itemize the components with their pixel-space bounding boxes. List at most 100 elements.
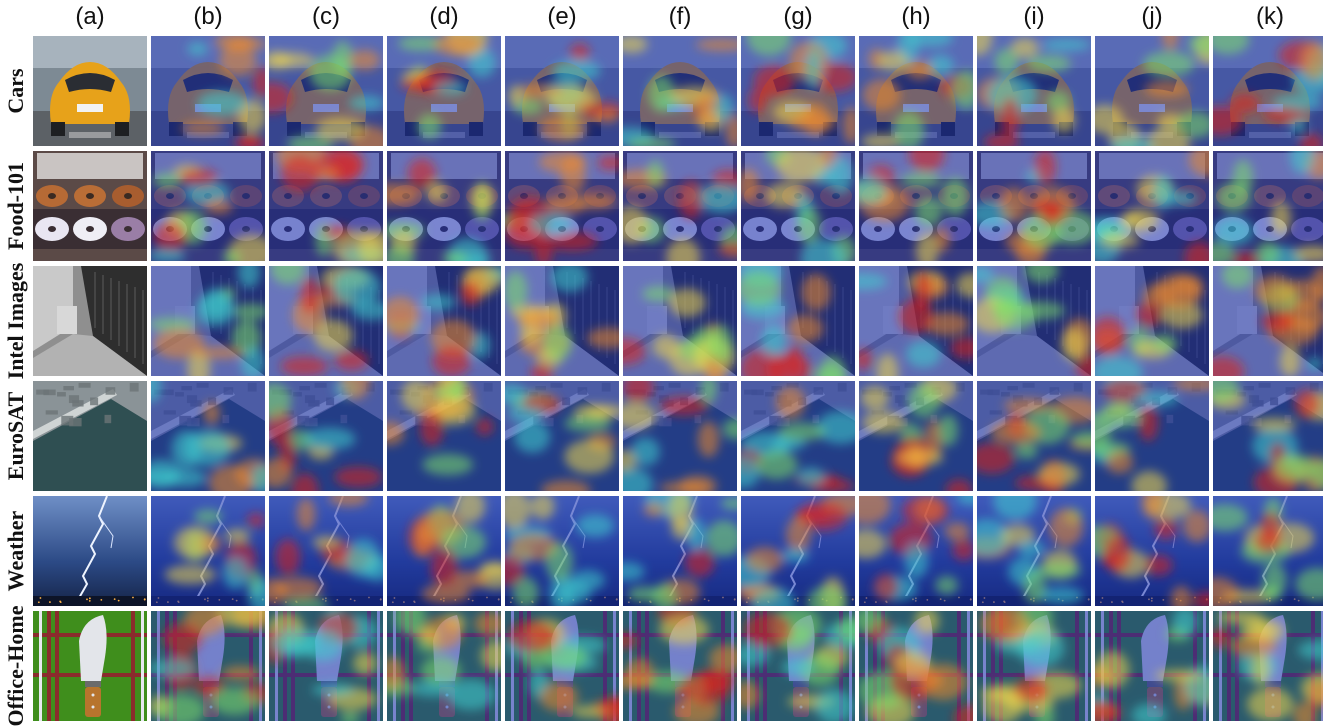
attention-heatmap [741,266,855,376]
attention-heatmap [151,266,265,376]
knife-heatmap-overlay [741,611,855,721]
original-image [33,611,147,721]
food-heatmap-overlay [269,151,383,261]
food-heatmap-overlay [151,151,265,261]
attention-heatmap [1213,151,1323,261]
attention-heatmap [977,36,1091,146]
food-heatmap-overlay [505,151,619,261]
attention-heatmap [269,36,383,146]
column-header: (e) [547,3,577,30]
cars-heatmap-overlay [1213,36,1323,146]
knife-heatmap-overlay [859,611,973,721]
attention-heatmap [505,36,619,146]
street-heatmap-overlay [505,266,619,376]
street-heatmap-overlay [387,266,501,376]
column-header: (d) [429,3,459,30]
street-heatmap-overlay [859,266,973,376]
lightning-heatmap-overlay [151,496,265,606]
knife-heatmap-overlay [387,611,501,721]
attention-heatmap [1213,266,1323,376]
original-image [33,151,147,261]
attention-heatmap [151,381,265,491]
attention-heatmap [741,611,855,721]
cars-heatmap-overlay [741,36,855,146]
cars-photo [33,36,147,146]
attention-heatmap [151,151,265,261]
cars-heatmap-overlay [151,36,265,146]
lightning-heatmap-overlay [741,496,855,606]
attention-heatmap [387,266,501,376]
original-image [33,36,147,146]
attention-heatmap [741,151,855,261]
street-heatmap-overlay [1213,266,1323,376]
column-header: (b) [193,3,223,30]
food-heatmap-overlay [859,151,973,261]
attention-heatmap [1095,381,1209,491]
lightning-heatmap-overlay [859,496,973,606]
street-heatmap-overlay [1095,266,1209,376]
attention-heatmap [269,266,383,376]
column-header: (i) [1023,3,1045,30]
food-heatmap-overlay [1095,151,1209,261]
attention-heatmap [151,36,265,146]
row-label-text: Cars [3,68,28,114]
street-heatmap-overlay [977,266,1091,376]
lightning-heatmap-overlay [505,496,619,606]
satellite-heatmap-overlay [505,381,619,491]
satellite-heatmap-overlay [269,381,383,491]
attention-heatmap [505,381,619,491]
attention-heatmap [741,381,855,491]
food-photo [33,151,147,261]
column-header: (h) [901,3,931,30]
attention-heatmap [623,266,737,376]
row-label-text: Weather [3,510,28,592]
attention-heatmap [977,151,1091,261]
attention-heatmap [1095,266,1209,376]
satellite-heatmap-overlay [859,381,973,491]
attention-heatmap [623,611,737,721]
lightning-heatmap-overlay [1095,496,1209,606]
attention-heatmap [977,496,1091,606]
satellite-heatmap-overlay [741,381,855,491]
satellite-photo [33,381,147,491]
attention-heatmap [505,151,619,261]
column-header: (k) [1256,3,1284,30]
row-label-text: Office-Home [3,605,28,726]
original-image [33,381,147,491]
street-heatmap-overlay [269,266,383,376]
attention-heatmap [1213,381,1323,491]
row-label-text: Food-101 [3,162,28,250]
attention-heatmap [151,496,265,606]
attention-heatmap [387,611,501,721]
attention-heatmap [387,381,501,491]
lightning-heatmap-overlay [269,496,383,606]
satellite-heatmap-overlay [977,381,1091,491]
knife-heatmap-overlay [269,611,383,721]
cars-heatmap-overlay [623,36,737,146]
attention-heatmap [859,266,973,376]
attention-heatmap [977,611,1091,721]
attention-heatmap [859,611,973,721]
knife-heatmap-overlay [977,611,1091,721]
attention-heatmap [1213,36,1323,146]
attention-heatmap [741,36,855,146]
original-image [33,496,147,606]
cars-heatmap-overlay [505,36,619,146]
attention-heatmap [859,496,973,606]
attention-heatmap [859,36,973,146]
food-heatmap-overlay [1213,151,1323,261]
attention-heatmap [623,151,737,261]
attention-heatmap [269,381,383,491]
food-heatmap-overlay [741,151,855,261]
cars-heatmap-overlay [977,36,1091,146]
knife-heatmap-overlay [505,611,619,721]
attention-heatmap [623,36,737,146]
column-header: (c) [312,3,340,30]
cars-heatmap-overlay [387,36,501,146]
food-heatmap-overlay [387,151,501,261]
lightning-photo [33,496,147,606]
attention-heatmap [505,611,619,721]
knife-heatmap-overlay [1095,611,1209,721]
attention-heatmap [977,381,1091,491]
